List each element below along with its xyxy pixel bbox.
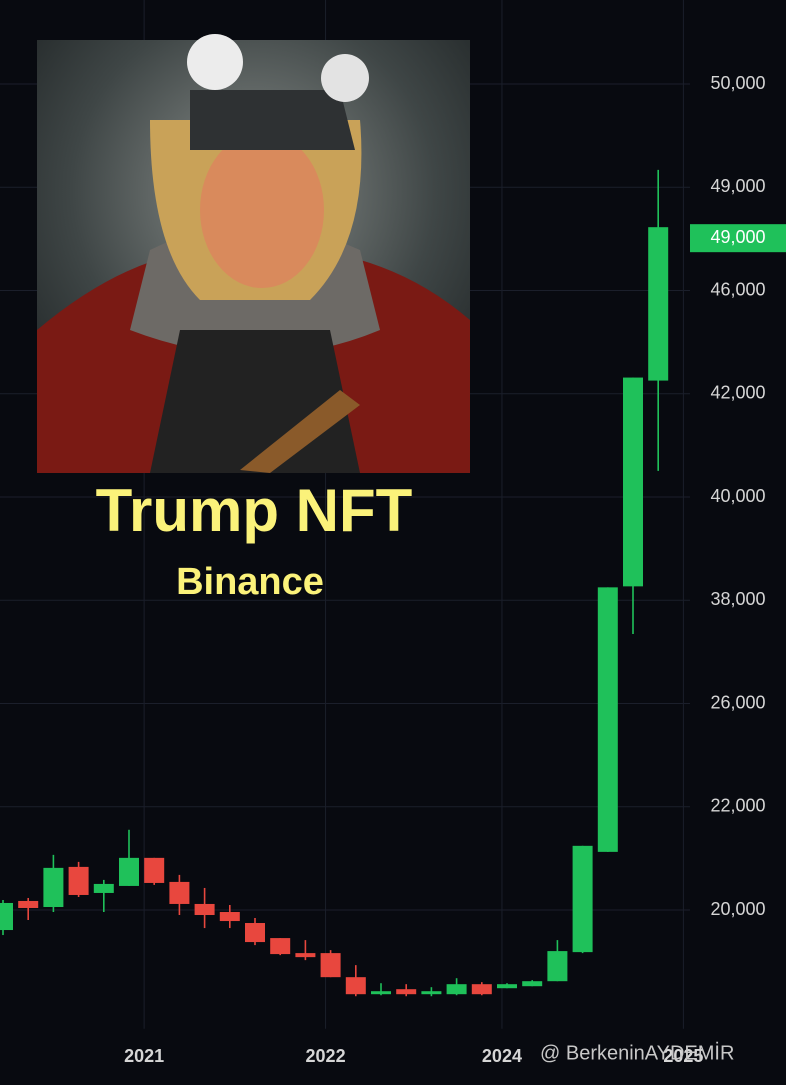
y-tick-label: 42,000 xyxy=(710,383,765,403)
candle-body xyxy=(245,923,265,943)
candle-body xyxy=(295,953,316,958)
subtitle: Binance xyxy=(176,561,324,603)
candle-body xyxy=(144,857,165,883)
helmet-fur-left xyxy=(187,34,243,90)
x-tick-label: 2021 xyxy=(124,1046,164,1066)
candle-body xyxy=(169,881,190,904)
candle-body xyxy=(471,984,492,995)
y-tick-label: 46,000 xyxy=(710,279,765,299)
candle-body xyxy=(219,912,240,922)
candle-body xyxy=(371,991,391,995)
y-tick-label: 49,000 xyxy=(710,176,765,196)
candle-body xyxy=(623,377,643,587)
candle-body xyxy=(119,857,139,886)
price-tag xyxy=(690,224,786,253)
title: Trump NFT xyxy=(96,477,413,544)
candle-body xyxy=(270,938,291,955)
y-tick-label: 22,000 xyxy=(710,796,765,816)
y-tick-label: 38,000 xyxy=(710,589,765,609)
y-tick-label: 50,000 xyxy=(710,73,765,93)
candle-body xyxy=(0,902,13,931)
candle-body xyxy=(522,981,543,987)
candle-body xyxy=(43,867,64,908)
candle-body xyxy=(597,587,618,852)
candles xyxy=(0,169,669,997)
helmet-fur-right xyxy=(321,54,369,102)
candle-body xyxy=(421,991,442,995)
candle-body xyxy=(194,903,215,916)
x-tick-label: 2025 xyxy=(663,1046,703,1066)
y-tick-label: 40,000 xyxy=(710,486,765,506)
candle-body xyxy=(572,845,593,953)
candle-body xyxy=(93,883,114,893)
candle-body xyxy=(446,984,467,995)
helmet xyxy=(190,90,355,150)
y-tick-label: 26,000 xyxy=(710,692,765,712)
face xyxy=(200,132,324,288)
candle-body xyxy=(18,900,39,908)
candle-body xyxy=(396,989,417,995)
portrait xyxy=(37,34,470,473)
y-tick-label: 20,000 xyxy=(710,899,765,919)
candle-body xyxy=(320,953,341,978)
candle-body xyxy=(345,977,366,995)
x-tick-label: 2024 xyxy=(482,1046,522,1066)
candle-body xyxy=(68,866,89,895)
candle-body xyxy=(547,951,568,982)
axe-handle xyxy=(240,390,360,473)
x-tick-label: 2022 xyxy=(306,1046,346,1066)
price-tag-label: 49,000 xyxy=(710,227,765,247)
watermark: @ BerkeninAYDEMİR xyxy=(540,1041,734,1064)
candle-body xyxy=(497,984,517,989)
candle-body xyxy=(648,227,669,381)
